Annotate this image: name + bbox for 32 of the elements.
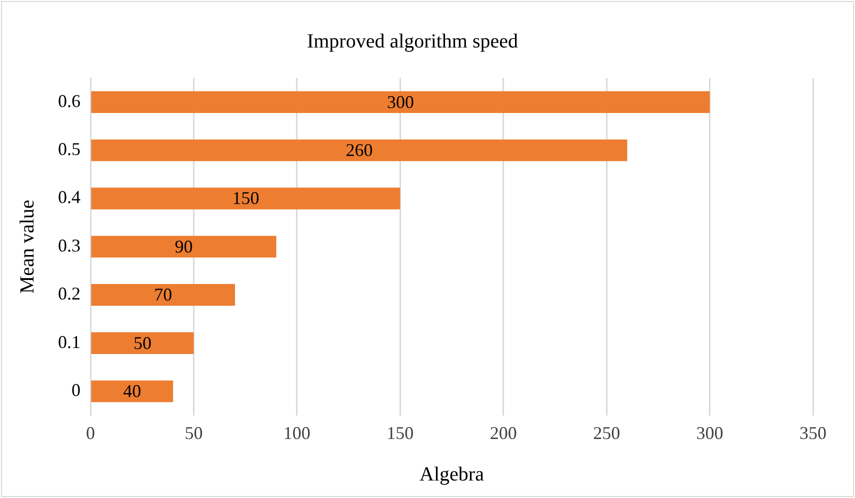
bar [91, 284, 235, 306]
x-tick-label: 100 [283, 422, 310, 443]
x-axis-title: Algebra [420, 463, 484, 486]
y-tick-label: 0.5 [58, 139, 80, 160]
x-tick-label: 50 [184, 422, 203, 443]
y-tick-label: 0 [72, 380, 80, 400]
data-label: 40 [123, 381, 142, 402]
chart-title: Improved algorithm speed [306, 30, 518, 52]
x-tick-label: 250 [593, 422, 620, 443]
x-tick-label: 0 [86, 422, 95, 443]
x-tick-label: 300 [696, 422, 724, 443]
data-label: 260 [346, 140, 373, 160]
x-tick-label: 150 [386, 422, 414, 443]
data-label: 70 [154, 284, 172, 305]
bar [91, 91, 710, 113]
data-label: 150 [232, 188, 260, 208]
data-label: 90 [174, 236, 193, 256]
y-tick-label: 0.1 [58, 332, 80, 352]
y-axis-title: Mean value [16, 200, 38, 294]
data-label: 300 [387, 92, 414, 112]
bar [91, 332, 194, 354]
x-tick-label: 350 [800, 422, 826, 443]
y-tick-label: 0.4 [58, 187, 80, 208]
bar [91, 139, 628, 162]
x-tick-label: 200 [490, 422, 517, 443]
y-tick-label: 0.2 [58, 284, 80, 304]
bar [91, 236, 276, 258]
data-label: 50 [133, 332, 152, 353]
y-tick-label: 0.3 [58, 235, 80, 256]
bar [91, 188, 400, 210]
bar [91, 380, 174, 402]
y-tick-label: 0.6 [58, 90, 80, 111]
